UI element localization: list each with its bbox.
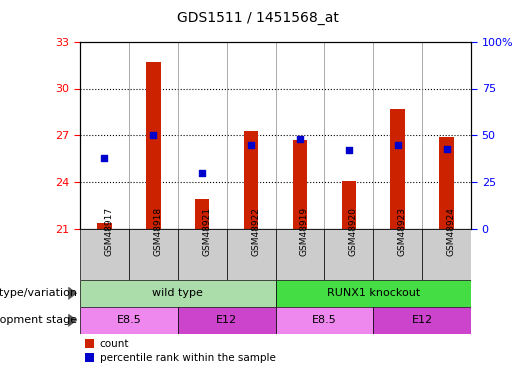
Bar [80,229,129,280]
Bar [227,229,276,280]
Bar [97,223,112,229]
Point [345,147,353,153]
Bar [80,280,276,307]
Text: E12: E12 [216,315,237,325]
Point [198,170,206,176]
Bar [293,140,307,229]
Text: GSM48918: GSM48918 [153,207,162,256]
Text: GSM48922: GSM48922 [251,207,260,256]
Bar [373,229,422,280]
Text: RUNX1 knockout: RUNX1 knockout [327,288,420,298]
Point [443,146,451,152]
Bar [195,200,210,229]
Bar [439,137,454,229]
Bar [178,229,227,280]
Text: development stage: development stage [0,315,77,325]
Text: E8.5: E8.5 [312,315,337,325]
Text: genotype/variation: genotype/variation [0,288,77,298]
Point [296,136,304,142]
Text: GSM48920: GSM48920 [349,207,358,256]
Text: GSM48919: GSM48919 [300,207,309,256]
Bar [80,307,178,334]
Bar [390,109,405,229]
Bar [276,229,324,280]
Bar [324,229,373,280]
Text: wild type: wild type [152,288,203,298]
Text: GDS1511 / 1451568_at: GDS1511 / 1451568_at [177,11,338,25]
Text: GSM48921: GSM48921 [202,207,211,256]
Text: GSM48917: GSM48917 [104,207,113,256]
Point [247,142,255,148]
Bar [146,62,161,229]
Point [100,155,109,161]
Bar [341,181,356,229]
Bar [373,307,471,334]
Polygon shape [68,286,77,300]
Polygon shape [68,314,77,327]
Point [394,142,402,148]
Legend: count, percentile rank within the sample: count, percentile rank within the sample [85,339,276,363]
Text: E12: E12 [411,315,433,325]
Bar [276,307,373,334]
Bar [244,131,259,229]
Bar [129,229,178,280]
Text: GSM48924: GSM48924 [447,207,456,256]
Bar [178,307,276,334]
Text: GSM48923: GSM48923 [398,207,407,256]
Point [149,132,158,138]
Text: E8.5: E8.5 [116,315,141,325]
Bar [422,229,471,280]
Bar [276,280,471,307]
